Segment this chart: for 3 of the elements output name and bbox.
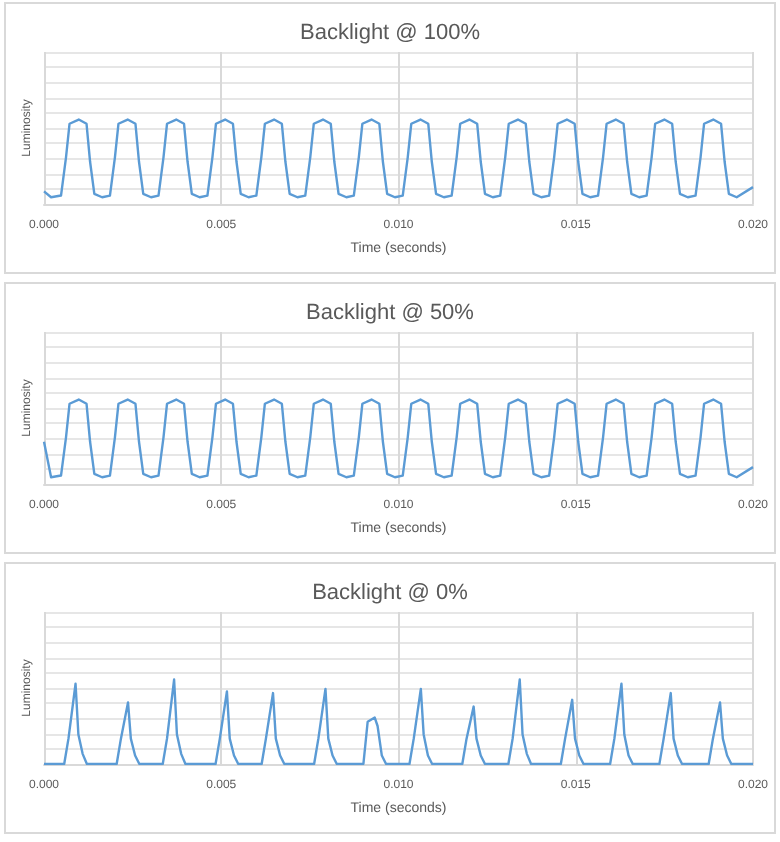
chart-title: Backlight @ 50%	[306, 301, 475, 325]
chart-title: Backlight @ 0%	[312, 581, 469, 605]
chart-title: Backlight @ 100%	[299, 21, 481, 45]
